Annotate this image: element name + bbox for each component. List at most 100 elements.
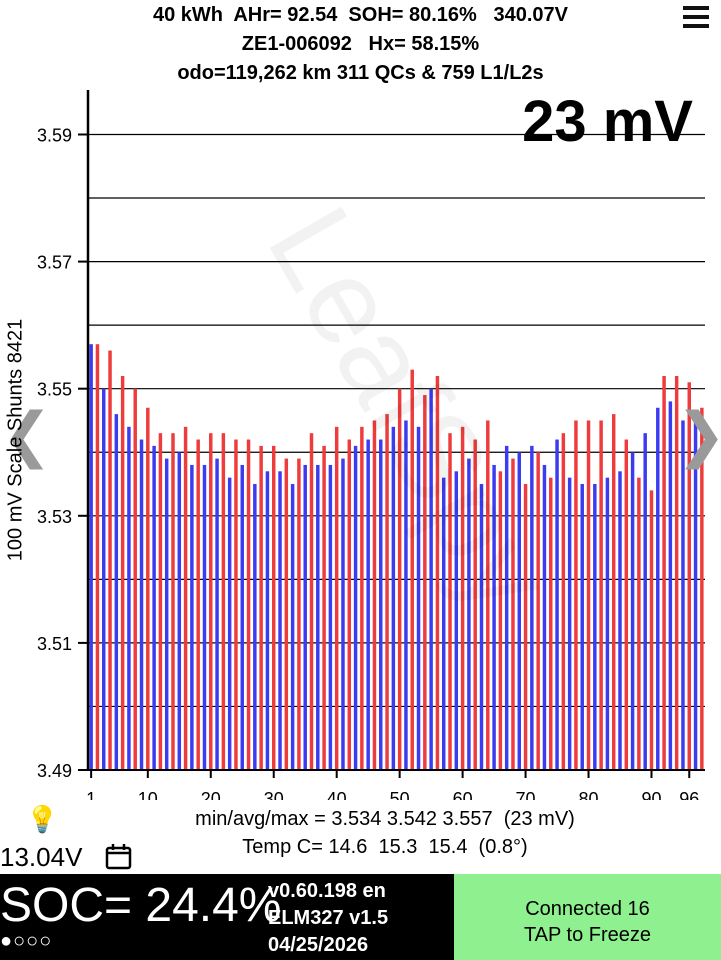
cell-bar: [290, 484, 295, 770]
cell-bar: [133, 388, 137, 770]
min-avg-max-stats: min/avg/max = 3.534 3.542 3.557 (23 mV): [195, 808, 575, 830]
cell-bar: [215, 458, 219, 770]
cell-bar: [599, 420, 603, 770]
page-indicator-dots: ●○○○: [0, 930, 53, 952]
cell-bar: [190, 464, 194, 770]
cell-bar: [656, 407, 660, 770]
cell-bar: [662, 375, 666, 770]
y-tick-label: 3.51: [37, 634, 72, 654]
cell-bar: [674, 375, 679, 770]
cell-bar: [265, 471, 270, 770]
cell-bar: [158, 433, 163, 770]
prev-screen-chevron-icon[interactable]: ❮: [2, 401, 53, 468]
cell-bar: [108, 350, 112, 770]
x-tick-label: 20: [201, 789, 221, 800]
y-axis-label: 100 mV Scale Shunts 8421: [4, 318, 27, 562]
app-version: v0.60.198 en: [268, 880, 386, 902]
lightbulb-icon[interactable]: 💡: [26, 804, 59, 834]
cell-bar: [435, 375, 440, 770]
cell-bar: [183, 426, 188, 770]
cell-bar: [630, 452, 635, 770]
y-axis: 3.49 3.51 3.53 3.55 3.57 3.59: [37, 90, 705, 781]
cell-bar: [341, 458, 345, 770]
cell-bar: [586, 420, 591, 770]
soc-panel[interactable]: SOC= 24.4% ●○○○ v0.60.198 en ELM327 v1.5…: [0, 874, 454, 960]
cell-bar: [316, 464, 320, 770]
cell-bar: [517, 452, 522, 770]
x-tick-label: 1: [86, 789, 96, 800]
tap-to-freeze-button[interactable]: Connected 16 TAP to Freeze: [454, 874, 721, 960]
cell-bar: [297, 458, 301, 770]
cell-bar: [164, 458, 169, 770]
cell-bar: [649, 490, 654, 770]
next-screen-chevron-icon[interactable]: ❯: [676, 400, 721, 470]
aux-battery-voltage: 13.04V: [0, 842, 83, 872]
y-tick-label: 3.53: [37, 507, 72, 527]
date-label: 04/25/2026: [268, 934, 369, 956]
x-tick-label: 50: [390, 789, 410, 800]
freeze-action-label: TAP to Freeze: [523, 924, 652, 946]
x-tick-label: 30: [264, 789, 284, 800]
cell-bar: [152, 445, 156, 770]
cell-bar: [246, 439, 251, 770]
cell-bar: [372, 420, 377, 770]
cell-bar: [574, 420, 578, 770]
cell-bar: [322, 445, 326, 770]
calendar-icon[interactable]: [105, 843, 133, 871]
cell-bar: [379, 439, 383, 770]
cell-bar: [681, 420, 685, 770]
cell-bar: [567, 477, 572, 770]
cell-bar: [637, 477, 641, 770]
cell-bar: [498, 471, 503, 770]
cell-bar: [146, 407, 150, 770]
cell-bar: [492, 464, 496, 770]
cell-bar: [429, 388, 433, 770]
cell-bar: [580, 484, 584, 770]
y-tick-label: 3.49: [37, 761, 72, 781]
cell-bar: [460, 426, 465, 770]
cell-bar: [120, 375, 125, 770]
cell-bar: [536, 452, 540, 770]
cell-bar: [347, 439, 352, 770]
cell-bar: [360, 426, 364, 770]
cell-bar: [278, 471, 282, 770]
cell-bar: [328, 464, 333, 770]
cell-bar: [127, 426, 131, 770]
cell-bar: [504, 445, 509, 770]
cell-bar: [253, 484, 257, 770]
cell-bar: [234, 439, 238, 770]
cell-bar: [700, 407, 704, 770]
cell-bar: [114, 414, 119, 770]
cell-bar: [454, 471, 459, 770]
cell-bar: [479, 484, 484, 770]
cell-bar: [416, 426, 421, 770]
cell-bar: [511, 458, 515, 770]
cell-voltage-chart: 3.49 3.51 3.53 3.55 3.57 3.59 1 10 20 30 40 50 60 70…: [37, 90, 705, 800]
cell-bar: [227, 477, 232, 770]
cell-bar: [271, 445, 276, 770]
cell-bar: [259, 445, 263, 770]
cell-bar: [284, 458, 289, 770]
cell-bar: [687, 382, 691, 770]
cell-bar: [102, 388, 106, 770]
x-axis: 1 10 20 30 40 50 60 70 80 90 96: [86, 770, 699, 800]
cell-bar: [404, 420, 408, 770]
cell-bar: [605, 477, 610, 770]
cell-bar: [611, 414, 616, 770]
y-tick-label: 3.57: [37, 253, 72, 273]
cell-bar: [385, 414, 389, 770]
x-tick-label: 90: [641, 789, 661, 800]
x-tick-label: 96: [679, 789, 699, 800]
hamburger-menu-icon[interactable]: [683, 6, 709, 30]
soc-value: SOC= 24.4%: [0, 879, 282, 932]
cell-bar: [618, 471, 622, 770]
cell-bar: [353, 445, 358, 770]
cell-bar: [486, 420, 490, 770]
cell-bar: [624, 439, 629, 770]
cell-bar: [523, 484, 528, 770]
cell-bar: [549, 477, 553, 770]
cell-bar: [410, 369, 414, 770]
temperature-stats: Temp C= 14.6 15.3 15.4 (0.8°): [242, 836, 528, 858]
cell-bar: [643, 433, 647, 770]
cell-bar: [303, 464, 307, 770]
